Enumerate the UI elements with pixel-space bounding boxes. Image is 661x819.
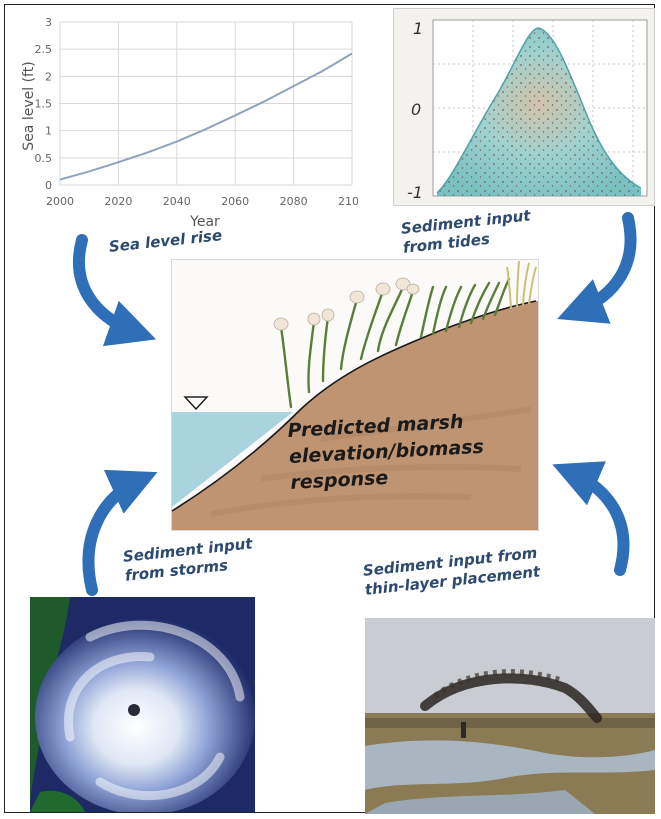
- chart-y-tick-label: 1.5: [35, 98, 53, 111]
- marsh-diagram: [171, 259, 539, 531]
- chart-x-axis-label: Year: [189, 214, 220, 230]
- marsh-grass: [279, 277, 511, 409]
- grass-seed-heads: [273, 277, 420, 331]
- arrow-sea-level: [73, 234, 157, 347]
- tide-tick-top: 1: [413, 19, 423, 38]
- chart-x-tick-label: 2100: [338, 195, 358, 208]
- chart-grid: [59, 21, 353, 186]
- chart-y-tick-label: 2.5: [35, 43, 53, 56]
- arrow-tides: [557, 212, 637, 324]
- arrow-thin-layer: [552, 461, 630, 576]
- chart-y-tick-label: 0: [45, 179, 52, 192]
- chart-y-ticks: 0 0.5 1 1.5 2 2.5 3: [35, 16, 53, 192]
- sea-level-chart: 0 0.5 1 1.5 2 2.5 3 2000 2020 2040 2060 2080 2100 Y…: [21, 16, 358, 230]
- tide-curve-dots: [437, 28, 641, 196]
- figure-frame: [4, 4, 655, 813]
- tide-tick-mid: 0: [411, 100, 421, 119]
- water-level-marker: [183, 396, 209, 411]
- sediment-spray: [420, 673, 602, 723]
- chart-x-tick-label: 2040: [163, 195, 191, 208]
- thin-layer-placement-photo: [365, 618, 655, 814]
- sediment-texture: [210, 406, 532, 517]
- sea-level-series-line: [59, 52, 353, 181]
- center-response-text: Predicted marsh elevation/biomass respon…: [287, 410, 485, 494]
- chart-y-tick-label: 0.5: [35, 152, 53, 165]
- hurricane-satellite-image: [30, 597, 255, 812]
- chart-y-tick-label: 2: [45, 70, 52, 83]
- sediment-body: [172, 301, 538, 530]
- chart-x-tick-label: 2000: [46, 195, 74, 208]
- arrow-storms: [82, 469, 158, 596]
- tide-plot: 1 0 -1: [407, 19, 648, 202]
- chart-x-tick-label: 2020: [104, 195, 132, 208]
- chart-y-tick-label: 3: [45, 16, 52, 29]
- chart-y-tick-label: 1: [45, 125, 52, 138]
- tide-curve-outline: [436, 27, 642, 194]
- tall-grass-tuft: [506, 260, 537, 310]
- chart-x-ticks: 2000 2020 2040 2060 2080 2100: [46, 195, 358, 208]
- chart-y-axis-label: Sea level (ft): [21, 61, 37, 150]
- tide-tick-bottom: -1: [407, 183, 423, 202]
- chart-x-tick-label: 2060: [221, 195, 249, 208]
- chart-x-tick-label: 2080: [280, 195, 308, 208]
- water-body: [172, 412, 293, 507]
